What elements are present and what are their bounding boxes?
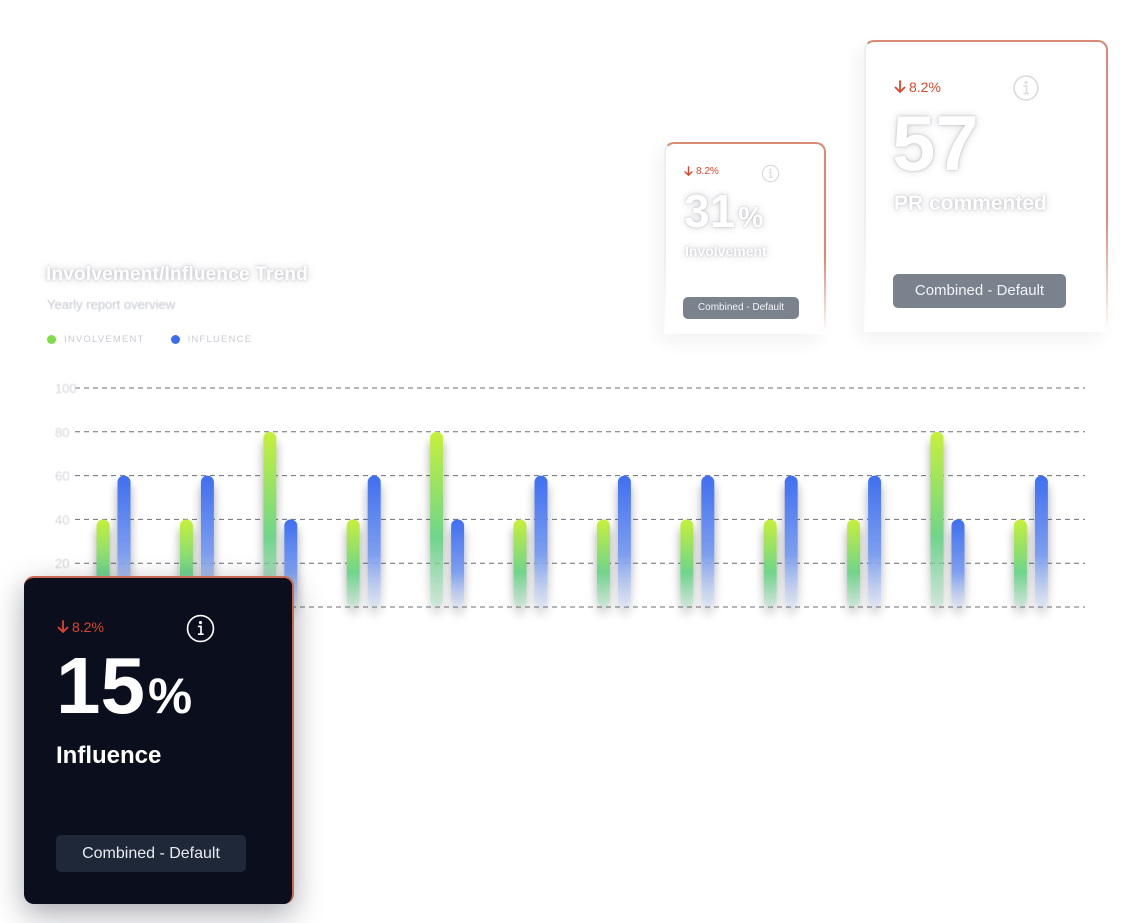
change-indicator: 8.2% xyxy=(684,166,719,177)
bar-involvement[interactable] xyxy=(346,519,360,607)
metric-label: PR commented xyxy=(894,192,1047,215)
legend-label-influence: INFLUENCE xyxy=(187,334,253,345)
bar-influence[interactable] xyxy=(868,475,882,607)
metric-value: 57 xyxy=(892,99,979,187)
change-value: 8.2% xyxy=(696,166,719,177)
bar-influence[interactable] xyxy=(951,519,965,607)
bar-involvement[interactable] xyxy=(763,519,777,607)
metric-unit: % xyxy=(738,202,764,234)
info-icon[interactable] xyxy=(1012,74,1040,102)
bar-involvement[interactable] xyxy=(847,519,861,607)
metric-label: Involvement xyxy=(685,243,767,259)
bar-involvement[interactable] xyxy=(513,519,527,607)
bar-influence[interactable] xyxy=(617,475,631,607)
change-value: 8.2% xyxy=(909,79,941,95)
metric-card-involvement[interactable]: 8.2% 31% Involvement Combined - Default xyxy=(664,142,826,334)
legend-item-influence[interactable]: INFLUENCE xyxy=(170,334,253,345)
metric-number: 31 xyxy=(684,185,736,237)
info-icon[interactable] xyxy=(186,614,215,643)
arrow-down-icon xyxy=(894,80,906,93)
y-tick-label: 20 xyxy=(55,556,69,571)
combined-default-button[interactable]: Combined - Default xyxy=(893,274,1066,308)
arrow-down-icon xyxy=(684,166,693,176)
bar-involvement[interactable] xyxy=(430,431,444,607)
chart-legend: INVOLVEMENT INFLUENCE xyxy=(47,334,252,345)
chart-subtitle: Yearly report overview xyxy=(47,297,176,312)
metric-value: 31% xyxy=(684,188,764,234)
bar-influence[interactable] xyxy=(701,475,715,607)
bar-involvement[interactable] xyxy=(263,431,277,607)
metric-label: Influence xyxy=(56,742,162,769)
legend-label-involvement: INVOLVEMENT xyxy=(64,334,145,345)
metric-card-influence[interactable]: 8.2% 15% Influence Combined - Default xyxy=(24,576,294,904)
metric-unit: % xyxy=(147,668,193,724)
bar-influence[interactable] xyxy=(534,475,548,607)
bar-involvement[interactable] xyxy=(1013,519,1027,607)
legend-dot-influence xyxy=(170,335,180,344)
metric-number: 15 xyxy=(56,641,145,730)
chart-title: Involvement/Influence Trend xyxy=(46,264,308,285)
legend-dot-involvement xyxy=(47,335,56,344)
y-tick-label: 40 xyxy=(55,512,69,527)
bar-influence[interactable] xyxy=(451,519,465,607)
y-tick-label: 60 xyxy=(55,469,69,484)
bar-involvement[interactable] xyxy=(596,519,610,607)
change-indicator: 8.2% xyxy=(894,79,941,95)
bar-influence[interactable] xyxy=(117,475,131,607)
metric-card-pr-commented[interactable]: 8.2% 57 PR commented Combined - Default xyxy=(864,40,1108,332)
arrow-down-icon xyxy=(57,620,69,633)
bar-influence[interactable] xyxy=(200,475,214,607)
metric-value: 15% xyxy=(56,646,192,726)
change-value: 8.2% xyxy=(72,619,104,635)
bar-involvement[interactable] xyxy=(680,519,694,607)
bar-influence[interactable] xyxy=(784,475,798,607)
bar-involvement[interactable] xyxy=(930,431,944,607)
bar-influence[interactable] xyxy=(367,475,381,607)
combined-default-button[interactable]: Combined - Default xyxy=(56,835,246,872)
change-indicator: 8.2% xyxy=(57,619,104,635)
y-tick-label: 100 xyxy=(55,381,77,396)
bar-influence[interactable] xyxy=(1034,475,1048,607)
legend-item-involvement[interactable]: INVOLVEMENT xyxy=(47,334,145,345)
info-icon[interactable] xyxy=(761,164,780,183)
y-tick-label: 80 xyxy=(55,425,69,440)
combined-default-button[interactable]: Combined - Default xyxy=(683,297,799,319)
